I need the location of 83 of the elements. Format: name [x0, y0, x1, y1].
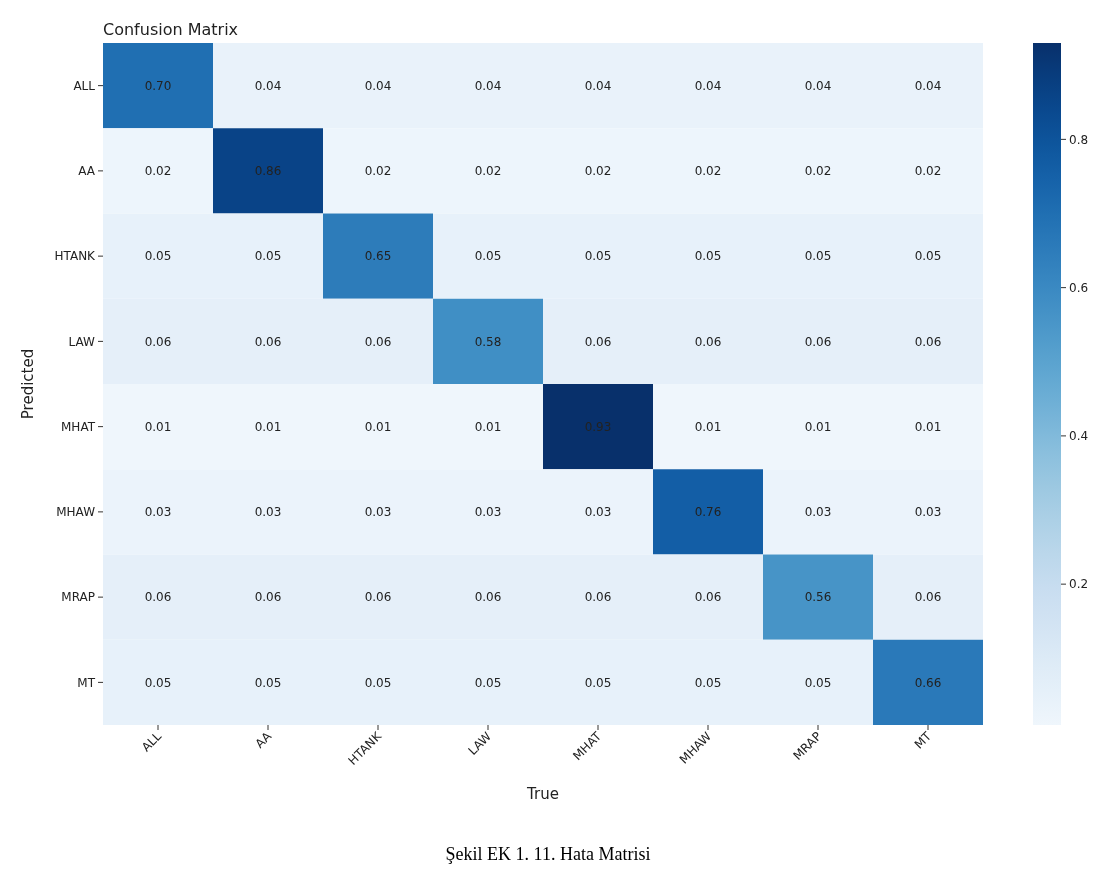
data-label: 0.03 [914, 505, 942, 520]
data-label: 0.58 [474, 334, 502, 349]
data-label: 0.04 [364, 78, 392, 93]
x-axis-title: True [526, 785, 559, 803]
data-label: 0.70 [144, 78, 172, 93]
data-label: 0.01 [364, 419, 392, 434]
data-label: 0.03 [364, 505, 392, 520]
data-label: 0.04 [914, 78, 942, 93]
y-tick-label: MRAP [61, 590, 95, 605]
data-label: 0.76 [694, 505, 722, 520]
y-tick-label: MHAT [61, 419, 96, 434]
data-label: 0.06 [364, 334, 392, 349]
data-label: 0.06 [914, 334, 942, 349]
data-label: 0.06 [364, 590, 392, 605]
color-bar-label: 0.4 [1069, 429, 1089, 444]
data-label: 0.06 [804, 334, 832, 349]
y-tick-label: LAW [68, 334, 96, 349]
color-bar-label: 0.2 [1069, 577, 1089, 592]
data-label: 0.06 [254, 334, 282, 349]
data-label: 0.05 [474, 249, 502, 264]
data-label: 0.05 [804, 249, 832, 264]
data-label: 0.66 [914, 675, 942, 690]
data-label: 0.05 [254, 675, 282, 690]
data-label: 0.03 [584, 505, 612, 520]
y-axis-title: Predicted [19, 348, 37, 420]
data-label: 0.03 [254, 505, 282, 520]
y-tick-label: AA [78, 164, 96, 179]
data-label: 0.01 [254, 419, 282, 434]
y-tick-label: MHAW [56, 505, 96, 520]
data-label: 0.01 [694, 419, 722, 434]
y-tick-label: ALL [73, 78, 96, 93]
data-label: 0.06 [694, 334, 722, 349]
data-label: 0.06 [914, 590, 942, 605]
data-label: 0.06 [254, 590, 282, 605]
data-label: 0.01 [914, 419, 942, 434]
data-label: 0.05 [914, 249, 942, 264]
data-label: 0.04 [584, 78, 612, 93]
data-label: 0.03 [804, 505, 832, 520]
data-label: 0.05 [364, 675, 392, 690]
data-label: 0.01 [144, 419, 172, 434]
data-label: 0.05 [254, 249, 282, 264]
data-label: 0.03 [144, 505, 172, 520]
data-label: 0.02 [804, 164, 832, 179]
data-label: 0.06 [144, 334, 172, 349]
data-label: 0.04 [694, 78, 722, 93]
data-label: 0.04 [254, 78, 282, 93]
data-label: 0.06 [694, 590, 722, 605]
data-label: 0.05 [584, 675, 612, 690]
data-label: 0.05 [144, 249, 172, 264]
data-label: 0.56 [804, 590, 832, 605]
data-label: 0.02 [474, 164, 502, 179]
data-label: 0.04 [804, 78, 832, 93]
data-label: 0.05 [474, 675, 502, 690]
data-label: 0.05 [694, 249, 722, 264]
y-tick-label: MT [77, 675, 96, 690]
data-label: 0.02 [914, 164, 942, 179]
data-label: 0.02 [694, 164, 722, 179]
data-label: 0.05 [804, 675, 832, 690]
color-bar-label: 0.6 [1069, 280, 1089, 295]
data-label: 0.05 [694, 675, 722, 690]
data-label: 0.06 [144, 590, 172, 605]
color-bar-label: 0.8 [1069, 132, 1089, 147]
data-label: 0.02 [364, 164, 392, 179]
data-label: 0.02 [144, 164, 172, 179]
y-tick-label: HTANK [54, 249, 97, 264]
data-label: 0.06 [474, 590, 502, 605]
data-label: 0.05 [144, 675, 172, 690]
data-label: 0.03 [474, 505, 502, 520]
x-tick-label: AA [252, 728, 275, 751]
data-label: 0.06 [584, 334, 612, 349]
x-tick-label: ALL [138, 729, 165, 755]
x-tick-label: MT [911, 728, 935, 752]
data-label: 0.93 [584, 419, 612, 434]
data-label: 0.01 [804, 419, 832, 434]
data-label: 0.01 [474, 419, 502, 434]
chart-title: Confusion Matrix [103, 20, 239, 39]
data-label: 0.02 [584, 164, 612, 179]
data-label: 0.05 [584, 249, 612, 264]
text: Şekil EK 1. 11. Hata Matrisi [445, 844, 651, 864]
data-label: 0.86 [254, 164, 282, 179]
data-label: 0.65 [364, 249, 392, 264]
data-label: 0.04 [474, 78, 502, 93]
data-label: 0.06 [584, 590, 612, 605]
